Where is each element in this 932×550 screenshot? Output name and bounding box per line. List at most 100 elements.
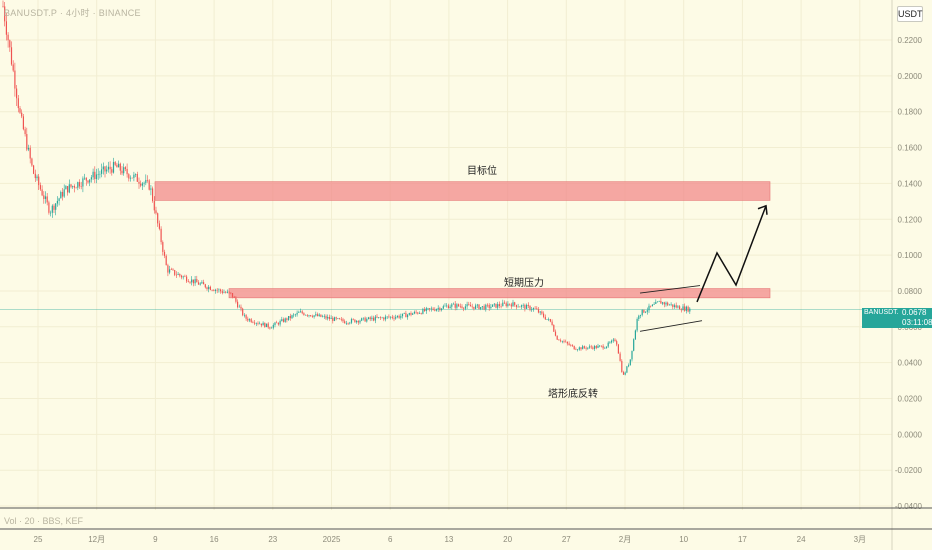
- candle: [656, 301, 659, 303]
- candle: [291, 315, 293, 319]
- candle: [240, 306, 242, 309]
- candle: [543, 313, 545, 317]
- candle: [26, 134, 28, 150]
- candle: [568, 343, 570, 346]
- price-tick-label: -0.0400: [895, 502, 923, 511]
- candle: [328, 316, 330, 319]
- candle: [308, 315, 310, 316]
- candle: [123, 167, 125, 174]
- candle: [660, 300, 662, 304]
- candle: [356, 320, 358, 323]
- candle: [342, 319, 344, 322]
- price-tick-label: 0.1400: [898, 179, 923, 188]
- candle: [157, 213, 159, 224]
- candle: [34, 173, 36, 179]
- candle: [223, 292, 225, 293]
- candle: [524, 305, 526, 309]
- candle: [155, 210, 157, 214]
- candle: [350, 319, 353, 323]
- candle: [517, 306, 519, 308]
- volume-indicator-label[interactable]: Vol · 20 · BBS, KEF: [4, 516, 84, 526]
- price-axis[interactable]: 0.2200 0.2000 0.1800 0.1600 0.1400 0.1200 0.10…: [891, 0, 923, 550]
- candle: [247, 318, 249, 321]
- candle: [199, 283, 201, 285]
- candle: [352, 319, 354, 320]
- candle: [186, 276, 188, 282]
- candle: [548, 319, 550, 320]
- candle: [102, 166, 104, 170]
- arrow-head: [757, 204, 768, 215]
- candle: [570, 345, 572, 346]
- time-tick-label: 25: [34, 535, 43, 544]
- candle: [78, 182, 81, 187]
- candle: [131, 177, 133, 179]
- candle: [386, 316, 388, 318]
- candle: [463, 307, 465, 309]
- candle: [408, 313, 410, 315]
- currency-button[interactable]: USDT: [897, 6, 923, 22]
- candle: [412, 313, 414, 315]
- candle: [194, 279, 196, 284]
- candle: [296, 312, 298, 315]
- time-tick-label: 12月: [88, 535, 105, 544]
- candle: [651, 304, 653, 307]
- time-tick-label: 2025: [323, 535, 341, 544]
- candle: [226, 291, 228, 293]
- candle: [148, 180, 150, 190]
- candle: [684, 306, 686, 311]
- candle: [429, 308, 431, 310]
- channel-pattern: [639, 285, 703, 332]
- candle: [383, 317, 385, 320]
- candle: [33, 165, 35, 174]
- candle: [624, 372, 626, 375]
- candle: [72, 185, 74, 187]
- zone-1: [228, 288, 771, 299]
- candle: [58, 198, 60, 201]
- candle: [371, 317, 373, 320]
- candle: [272, 325, 274, 328]
- candle: [364, 317, 366, 322]
- candle: [136, 174, 138, 182]
- candle: [114, 162, 116, 165]
- candle: [55, 203, 57, 210]
- candle: [405, 313, 407, 318]
- candle: [189, 282, 191, 283]
- candle: [213, 290, 215, 291]
- price-tick-label: 0.1800: [898, 108, 923, 117]
- candle: [237, 301, 239, 308]
- candle: [162, 242, 164, 252]
- candle: [85, 177, 87, 181]
- candle: [390, 316, 392, 318]
- candle: [252, 321, 254, 323]
- projection-line: [696, 205, 767, 303]
- badge-price: 0.0678: [902, 308, 927, 317]
- candle: [39, 185, 41, 190]
- candle: [469, 304, 472, 307]
- candle: [597, 345, 599, 348]
- candle: [109, 166, 111, 170]
- candle: [366, 319, 368, 322]
- candle: [101, 169, 103, 174]
- candle: [126, 168, 128, 175]
- candle: [119, 163, 121, 171]
- candle: [187, 281, 189, 283]
- candle: [667, 302, 669, 306]
- candle: [490, 306, 492, 308]
- candle: [315, 314, 317, 316]
- time-axis[interactable]: 25 12月 9 16 23 2025 6 13 20 27 2月 10 17 24 3月: [0, 507, 932, 544]
- candle: [145, 179, 147, 183]
- candle: [407, 314, 409, 318]
- candle: [551, 321, 553, 326]
- candle: [381, 317, 383, 319]
- candle: [607, 342, 609, 347]
- candle: [481, 306, 483, 308]
- candle: [184, 276, 186, 278]
- candle: [19, 108, 21, 113]
- candle: [401, 313, 404, 317]
- candle: [415, 311, 417, 313]
- candle: [626, 366, 628, 373]
- candle: [458, 304, 460, 307]
- candle: [221, 291, 223, 293]
- candle: [264, 322, 266, 328]
